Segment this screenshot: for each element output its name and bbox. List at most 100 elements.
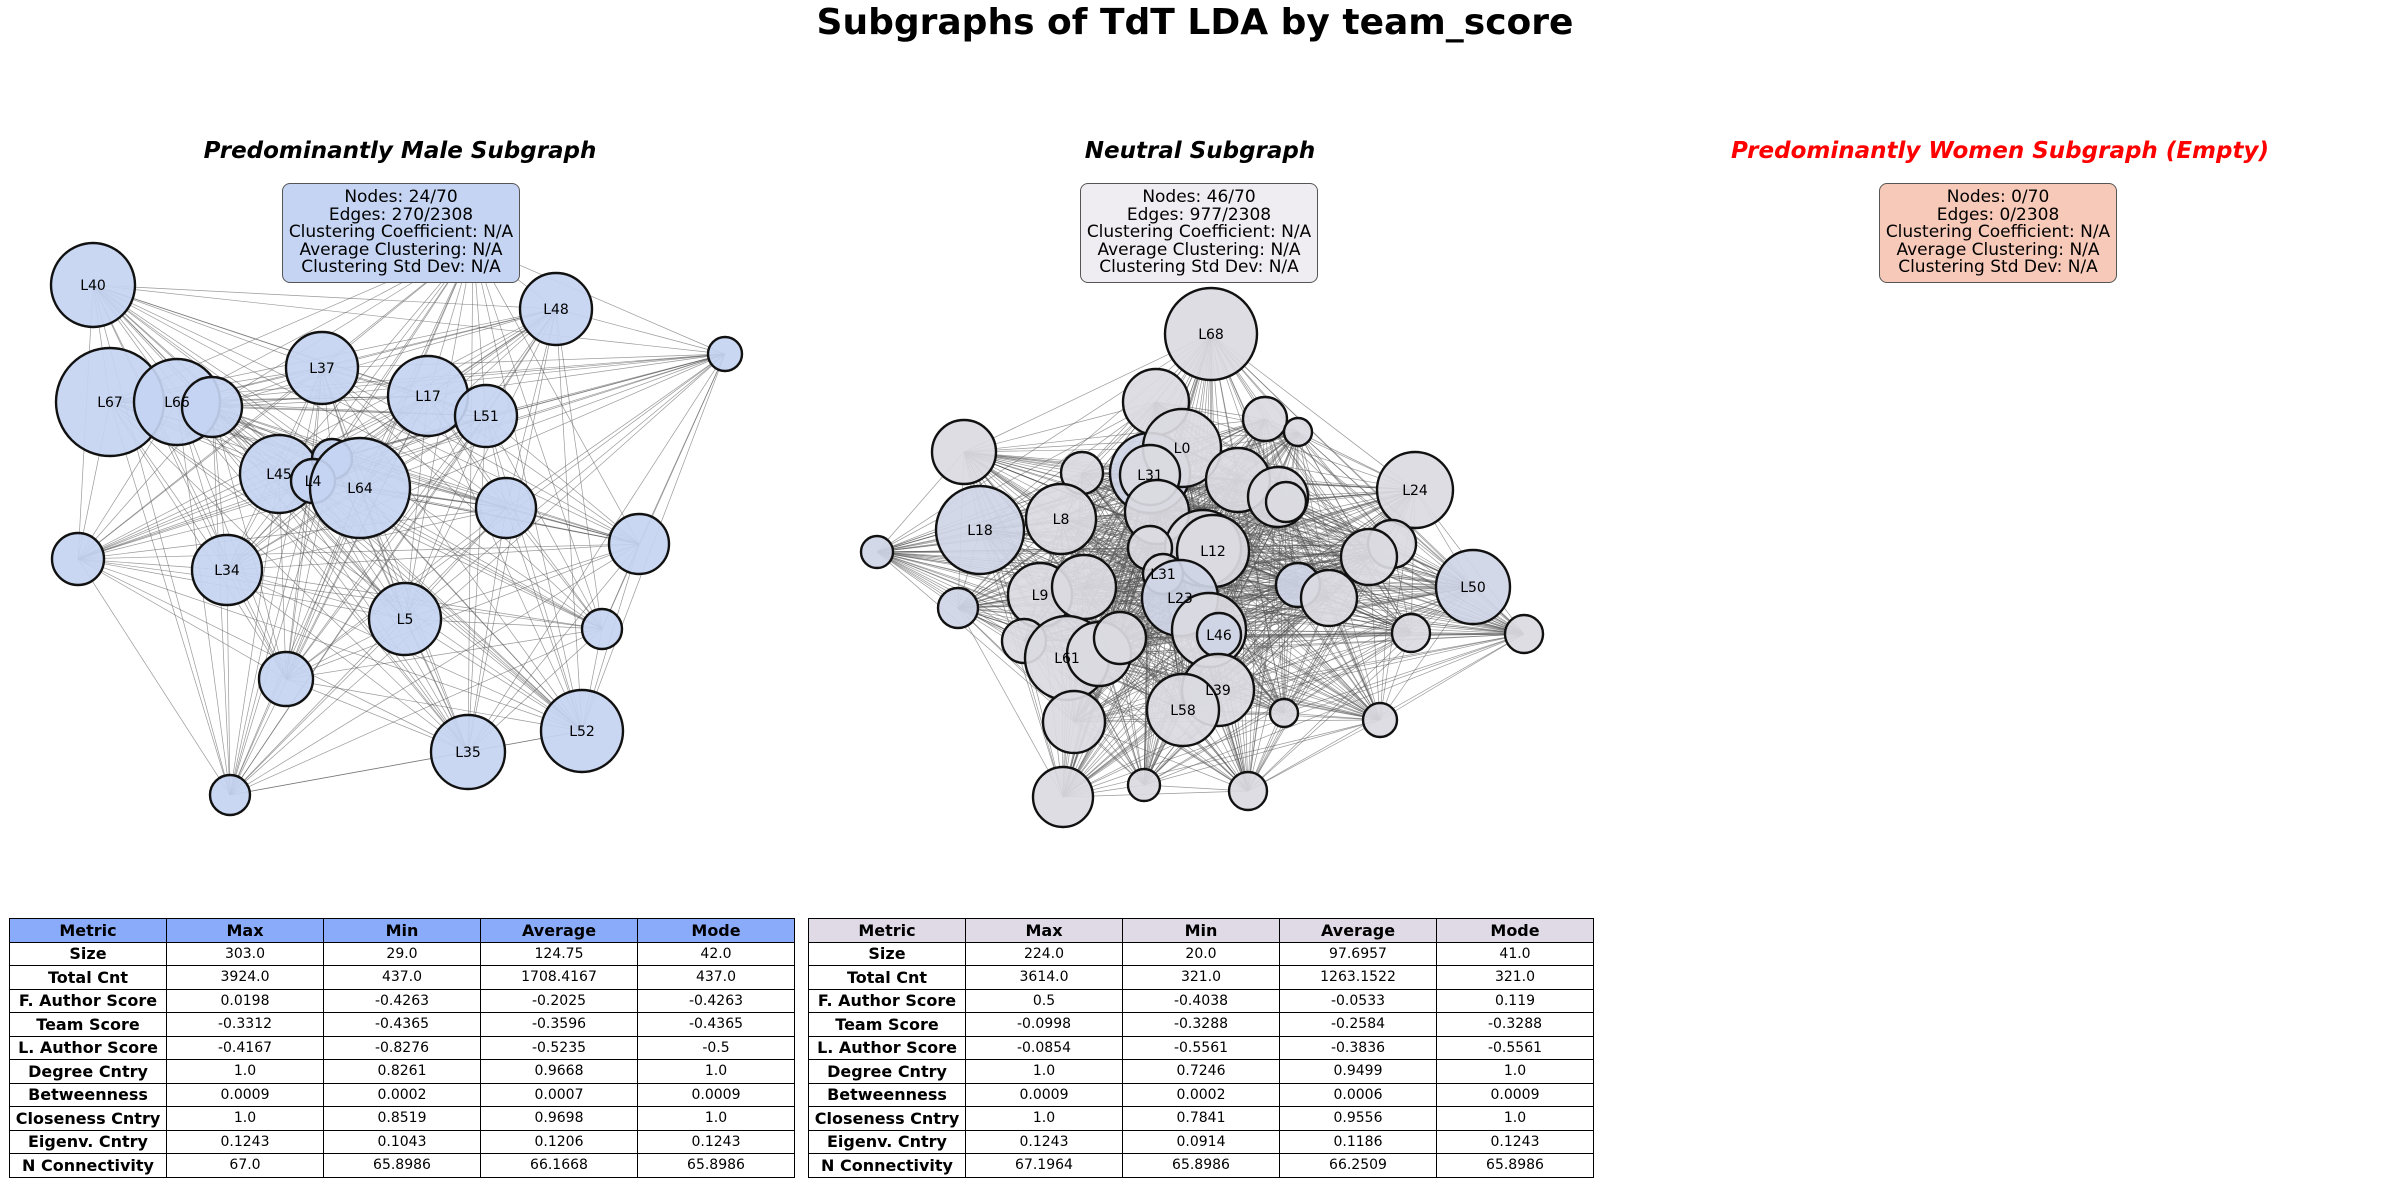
graph-edge: [555, 308, 603, 630]
neutral-node: [1227, 770, 1269, 812]
table-row: Eigenv. Cntry 0.1243 0.1043 0.1206 0.1243: [9, 1129, 795, 1154]
graph-edge: [285, 543, 640, 680]
graph-edge: [601, 353, 726, 630]
graph-edge: [1247, 719, 1381, 792]
graph-edge: [505, 353, 726, 509]
graph-edge: [1143, 719, 1381, 786]
table-row: Betweenness 0.0009 0.0002 0.0007 0.0009: [9, 1082, 795, 1107]
graph-edge: [1062, 719, 1381, 798]
male-node-label: L34: [214, 563, 240, 579]
metric-value-cell: 1.0: [637, 1059, 795, 1084]
column-header: Mode: [637, 918, 795, 943]
metric-name-cell: Closeness Cntry: [9, 1106, 167, 1131]
metric-value-cell: 65.8986: [323, 1153, 481, 1178]
metric-value-cell: 1.0: [166, 1059, 324, 1084]
metric-value-cell: 3614.0: [965, 965, 1123, 990]
metric-value-cell: 321.0: [1436, 965, 1594, 990]
metric-value-cell: -0.8276: [323, 1035, 481, 1060]
info-nodes: Nodes: 24/70: [344, 187, 458, 207]
metric-value-cell: 1.0: [965, 1106, 1123, 1131]
male-node: [208, 773, 252, 817]
metric-value-cell: 437.0: [323, 965, 481, 990]
graph-edge: [229, 618, 406, 796]
neutral-node: [1092, 610, 1148, 666]
metric-value-cell: 0.0002: [1122, 1082, 1280, 1107]
graph-edge: [211, 406, 640, 545]
graph-edge: [211, 308, 557, 408]
metric-value-cell: 0.1186: [1279, 1129, 1437, 1154]
neutral-node: [1375, 450, 1455, 530]
column-header: Mode: [1436, 918, 1594, 943]
graph-edge: [472, 244, 640, 545]
neutral-node-label: L0: [1174, 441, 1191, 457]
metric-value-cell: 0.1243: [965, 1129, 1123, 1154]
table-row: Eigenv. Cntry 0.1243 0.0914 0.1186 0.1243: [808, 1129, 1594, 1154]
metric-value-cell: 0.119: [1436, 988, 1594, 1013]
metric-value-cell: 67.1964: [965, 1153, 1123, 1178]
neutral-node: [1299, 568, 1359, 628]
graph-edge: [77, 507, 507, 560]
graph-edge: [226, 569, 231, 796]
graph-edge: [331, 353, 726, 460]
graph-edge: [1283, 632, 1412, 714]
info-nodes: Nodes: 0/70: [1946, 187, 2050, 207]
metric-value-cell: 0.8519: [323, 1106, 481, 1131]
neutral-node: [936, 586, 980, 630]
graph-edge: [229, 480, 314, 796]
graph-edge: [467, 507, 507, 753]
metric-name-cell: Betweenness: [9, 1082, 167, 1107]
metric-value-cell: -0.3288: [1122, 1012, 1280, 1037]
graph-edge: [1083, 586, 1412, 634]
graph-edge: [92, 284, 557, 310]
metric-name-cell: F. Author Score: [9, 988, 167, 1013]
neutral-node-label: L18: [967, 523, 993, 539]
table-row: Total Cnt 3614.0 321.0 1263.1522 321.0: [808, 965, 1594, 990]
info-average-clustering: Average Clustering: N/A: [1097, 239, 1301, 260]
graph-edge: [1073, 586, 1474, 723]
male-node-label: L4: [305, 474, 322, 490]
graph-edge: [963, 418, 1266, 453]
column-header: Metric: [808, 918, 966, 943]
graph-edge: [1098, 633, 1525, 655]
graph-edge: [77, 558, 603, 630]
graph-edge: [876, 401, 1157, 553]
table-row: Size 224.0 20.0 97.6957 41.0: [808, 941, 1594, 966]
male-node: [429, 713, 507, 791]
metric-name-cell: Team Score: [9, 1012, 167, 1037]
info-edges: Edges: 977/2308: [1126, 204, 1272, 225]
neutral-metrics-table: Metric Max Min Average Mode Size 224.0 20.…: [808, 918, 1594, 1178]
table-row: Team Score -0.3312 -0.4365 -0.3596 -0.4365: [9, 1012, 795, 1037]
graph-edge: [285, 480, 314, 680]
graph-edge: [485, 415, 603, 630]
metric-name-cell: L. Author Score: [9, 1035, 167, 1060]
neutral-node-label: L39: [1205, 683, 1231, 699]
graph-edge: [321, 353, 726, 369]
male-node-label: L35: [455, 745, 481, 761]
info-average-clustering: Average Clustering: N/A: [1896, 239, 2100, 260]
metric-name-cell: N Connectivity: [9, 1153, 167, 1178]
metric-value-cell: 321.0: [1122, 965, 1280, 990]
graph-edge: [1283, 633, 1525, 714]
graph-edge: [467, 353, 726, 753]
table-row: Degree Cntry 1.0 0.7246 0.9499 1.0: [808, 1059, 1594, 1084]
metric-name-cell: Degree Cntry: [808, 1059, 966, 1084]
male-node: [190, 533, 264, 607]
metric-value-cell: 0.0009: [166, 1082, 324, 1107]
metric-value-cell: 66.1668: [480, 1153, 638, 1178]
metric-value-cell: 124.75: [480, 941, 638, 966]
table-header-row: Metric Max Min Average Mode: [808, 918, 1594, 943]
graph-edge: [876, 551, 1075, 723]
women-subgraph-info-box: Nodes: 0/70 Edges: 0/2308 Clustering Coe…: [1879, 183, 2117, 283]
male-node: [453, 383, 519, 449]
info-edges: Edges: 0/2308: [1936, 204, 2060, 225]
graph-edge: [229, 543, 640, 796]
metric-value-cell: -0.2584: [1279, 1012, 1437, 1037]
metric-value-cell: -0.5: [637, 1035, 795, 1060]
metric-value-cell: 0.0007: [480, 1082, 638, 1107]
metric-value-cell: -0.4263: [637, 988, 795, 1013]
metric-value-cell: 3924.0: [166, 965, 324, 990]
table-row: Degree Cntry 1.0 0.8261 0.9668 1.0: [9, 1059, 795, 1084]
graph-edge: [109, 401, 583, 732]
graph-edge: [404, 543, 640, 620]
male-subgraph-title: Predominantly Male Subgraph: [203, 138, 597, 164]
